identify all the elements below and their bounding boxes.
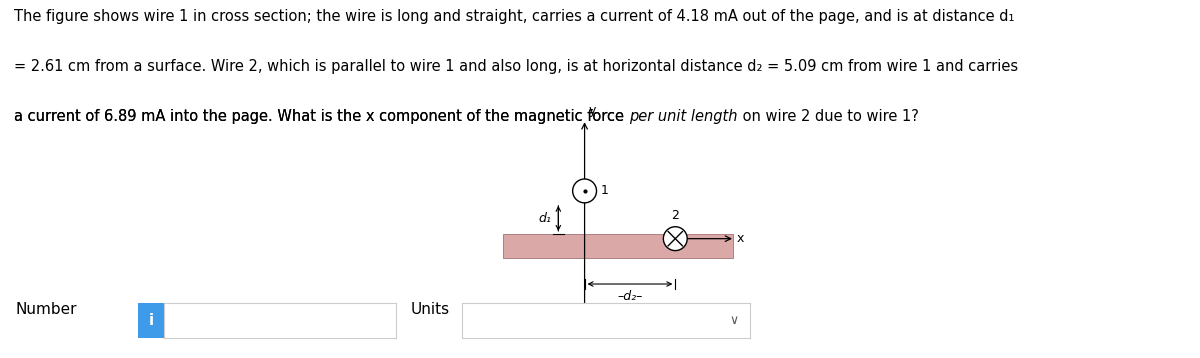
Circle shape xyxy=(664,227,688,251)
Text: per unit length: per unit length xyxy=(629,109,738,124)
Text: = 2.61 cm from a surface. Wire 2, which is parallel to wire 1 and also long, is : = 2.61 cm from a surface. Wire 2, which … xyxy=(14,59,1019,74)
Bar xyxy=(504,234,732,258)
Text: a current of 6.89 mA into the page. What is the x component of the magnetic forc: a current of 6.89 mA into the page. What… xyxy=(14,109,919,124)
Circle shape xyxy=(572,179,596,203)
Text: Number: Number xyxy=(16,302,77,317)
Text: a current of 6.89 mA into the page. What is the x component of the magnetic forc: a current of 6.89 mA into the page. What… xyxy=(14,109,629,124)
Text: d₁: d₁ xyxy=(539,212,551,225)
Text: a current of 6.89 mA into the page. What is the x component of the magnetic forc: a current of 6.89 mA into the page. What… xyxy=(14,109,629,124)
Text: i: i xyxy=(149,313,154,328)
Text: –d₂–: –d₂– xyxy=(617,290,643,303)
Text: a current of 6.89 mA into the page. What is the x component of the magnetic forc: a current of 6.89 mA into the page. What… xyxy=(14,109,919,124)
Text: The figure shows wire 1 in cross section; the wire is long and straight, carries: The figure shows wire 1 in cross section… xyxy=(14,9,1015,24)
Text: on wire 2 due to wire 1?: on wire 2 due to wire 1? xyxy=(738,109,918,124)
Text: ∨: ∨ xyxy=(730,314,738,327)
Text: y: y xyxy=(588,104,595,117)
Text: Units: Units xyxy=(410,302,450,317)
Text: x: x xyxy=(737,232,744,245)
Text: 1: 1 xyxy=(600,184,608,197)
Text: 2: 2 xyxy=(671,209,679,222)
